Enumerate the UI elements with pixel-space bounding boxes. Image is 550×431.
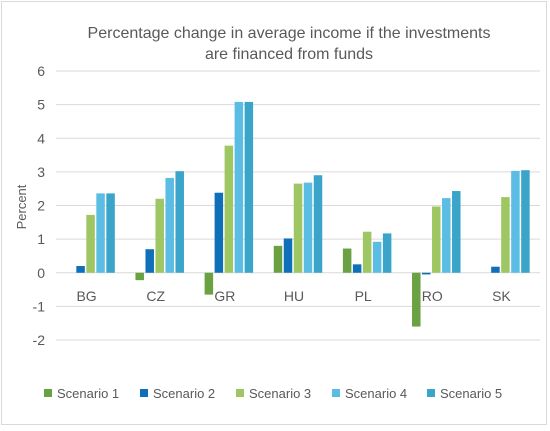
x-tick-label: PL <box>355 288 372 304</box>
bar-bg-scenario-3 <box>86 214 95 273</box>
bar-cz-scenario-4 <box>165 177 174 273</box>
y-tick-label: 6 <box>37 63 45 79</box>
bars <box>76 101 530 327</box>
bar-sk-scenario-2 <box>491 266 500 273</box>
bar-hu-scenario-4 <box>303 182 313 273</box>
bar-sk-scenario-4 <box>511 170 520 273</box>
bar-gr-scenario-4 <box>234 101 244 273</box>
legend-swatch <box>44 389 52 397</box>
chart-title-line-1: Percentage change in average income if t… <box>88 25 491 42</box>
y-tick-label: 2 <box>37 198 45 214</box>
bar-bg-scenario-2 <box>76 266 85 273</box>
bar-pl-scenario-5 <box>382 233 392 273</box>
legend: Scenario 1 Scenario 2 Scenario 3 Scenario 4… <box>44 386 502 401</box>
legend-label: Scenario 4 <box>345 386 407 401</box>
y-axis-label: Percent <box>14 184 29 229</box>
bar-cz-scenario-3 <box>155 198 164 273</box>
chart-frame: Percentage change in average income if t… <box>1 1 547 425</box>
bar-gr-scenario-1 <box>204 272 214 295</box>
bar-gr-scenario-3 <box>224 145 234 273</box>
x-tick-label: SK <box>492 288 511 304</box>
bar-ro-scenario-4 <box>442 198 451 273</box>
y-tick-labels: -2 -1 0 1 2 3 4 5 6 <box>33 63 46 348</box>
legend-label: Scenario 3 <box>249 386 311 401</box>
chart-title-line-2: are financed from funds <box>205 46 373 63</box>
bar-hu-scenario-3 <box>293 183 303 273</box>
legend-swatch <box>140 389 148 397</box>
bar-bg-scenario-5 <box>106 193 115 273</box>
y-tick-label: -2 <box>33 332 46 348</box>
chart-svg: Percentage change in average income if t… <box>14 25 540 401</box>
bar-pl-scenario-3 <box>362 231 372 273</box>
x-tick-label: GR <box>214 288 235 304</box>
x-tick-label: HU <box>284 288 304 304</box>
bar-sk-scenario-3 <box>501 197 510 273</box>
bar-ro-scenario-2 <box>422 272 431 275</box>
bar-cz-scenario-1 <box>135 272 144 281</box>
y-tick-label: 4 <box>37 130 45 146</box>
bar-ro-scenario-3 <box>432 206 441 273</box>
y-tick-label: 1 <box>37 231 45 247</box>
bar-pl-scenario-2 <box>352 264 362 273</box>
legend-swatch <box>427 389 435 397</box>
bar-cz-scenario-5 <box>175 171 184 273</box>
bar-cz-scenario-2 <box>145 249 154 273</box>
legend-label: Scenario 1 <box>57 386 119 401</box>
bar-pl-scenario-1 <box>342 248 352 273</box>
x-tick-labels: BG CZ GR HU PL RO SK <box>76 288 511 304</box>
bar-bg-scenario-4 <box>96 193 105 273</box>
y-tick-label: 5 <box>37 97 45 113</box>
y-tick-label: 3 <box>37 164 45 180</box>
bar-gr-scenario-5 <box>244 101 254 273</box>
y-tick-label: 0 <box>37 265 45 281</box>
legend-swatch <box>332 389 340 397</box>
bar-hu-scenario-2 <box>283 238 293 273</box>
bar-gr-scenario-2 <box>214 192 224 273</box>
legend-label: Scenario 5 <box>440 386 502 401</box>
x-tick-label: CZ <box>146 288 165 304</box>
bar-ro-scenario-1 <box>412 272 421 327</box>
x-tick-label: BG <box>76 288 96 304</box>
legend-swatch <box>236 389 244 397</box>
bar-ro-scenario-5 <box>452 191 461 273</box>
y-tick-label: -1 <box>33 298 46 314</box>
bar-hu-scenario-1 <box>273 245 283 273</box>
x-tick-label: RO <box>422 288 443 304</box>
bar-sk-scenario-5 <box>521 170 530 273</box>
legend-label: Scenario 2 <box>153 386 215 401</box>
bar-hu-scenario-5 <box>313 175 323 273</box>
bar-pl-scenario-4 <box>372 241 382 273</box>
